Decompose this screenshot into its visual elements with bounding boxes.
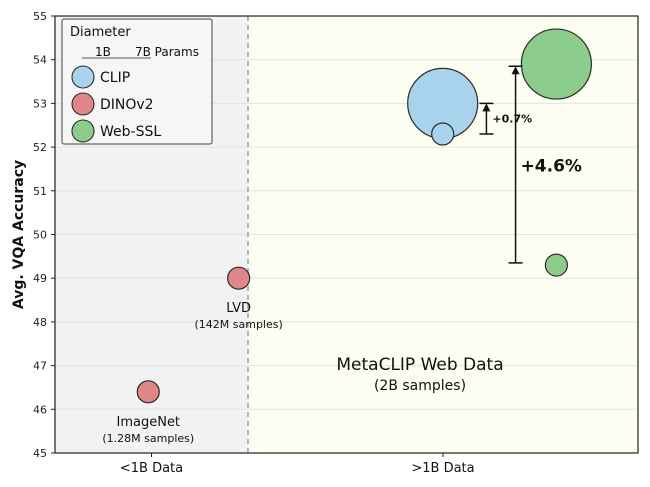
legend-label-dinov2: DINOv2 [100,97,154,113]
point-label: ImageNet [117,415,181,430]
legend-label-clip: CLIP [100,70,130,86]
annotation-2: +4.6% [508,65,582,264]
legend-title: Diameter [70,25,131,40]
y-tick-label: 53 [33,97,47,110]
legend-label-web-ssl: Web-SSL [100,124,161,140]
point-web-ssl [520,28,592,100]
annotation-text: +4.6% [521,157,582,177]
annotation-arrow [511,66,520,75]
legend-marker-clip [71,65,95,89]
y-tick-label: 52 [33,141,47,154]
annotation-1: +0.7% [479,102,532,135]
annotation-arrow [482,103,491,112]
y-tick-label: 49 [33,272,47,285]
legend-box [61,18,213,145]
axes: 45 46 47 48 49 50 51 52 53 54 55 Avg. VQA Accuracy <… [11,10,639,476]
y-tick-label: 50 [33,229,47,242]
y-tick-label: 55 [33,10,47,23]
point-sublabel: (142M samples) [194,318,282,331]
legend-marker-web-ssl [71,119,95,143]
y-tick-label: 51 [33,185,47,198]
y-tick-label: 45 [33,447,47,460]
point-sublabel: (1.28M samples) [102,432,194,445]
y-tick-label: 46 [33,403,47,416]
point-clip [431,122,455,146]
point-label: LVD [226,301,251,316]
annotation-text: +0.7% [492,113,532,126]
point-dinov2 [227,266,251,290]
y-tick-label: 47 [33,360,47,373]
y-tick-label: 54 [33,54,47,67]
legend-marker-dinov2 [71,92,95,116]
point-dinov2 [136,380,160,404]
region-subtitle: (2B samples) [374,378,466,394]
legend: Diameter 1B 7B Params CLIP DINOv2 Web-SSL [61,18,213,145]
region-title: MetaCLIP Web Data [336,355,503,375]
x-tick-label: <1B Data [120,461,183,476]
x-tick-label: >1B Data [411,461,474,476]
data-points: ImageNet (1.28M samples) LVD (142M samples) [102,28,592,445]
y-axis-label: Avg. VQA Accuracy [11,160,27,309]
legend-size-max: 7B Params [135,45,199,59]
improvement-annotations: +0.7% +4.6% [479,65,582,264]
point-web-ssl [544,253,568,277]
legend-size-min: 1B [95,45,111,59]
region-labels: MetaCLIP Web Data (2B samples) [336,355,503,394]
y-tick-label: 48 [33,316,47,329]
